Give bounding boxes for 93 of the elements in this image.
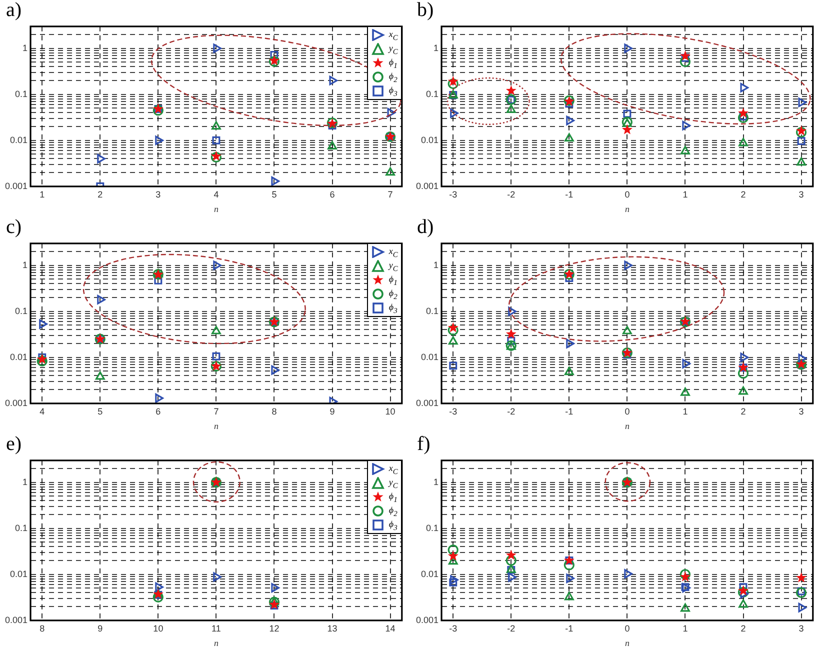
x-tick-label: 9: [330, 406, 335, 416]
y-tick-label: 1: [22, 42, 28, 53]
y-tick-label: 0.001: [416, 398, 439, 408]
x-tick-label: -3: [449, 189, 458, 200]
x-tick-label: -3: [449, 623, 458, 634]
x-tick-label: -1: [565, 189, 574, 200]
x-tick-label: 3: [156, 189, 161, 200]
x-tick-label: 5: [272, 189, 277, 200]
x-tick-label: 7: [214, 406, 219, 416]
y-tick-label: 0.001: [416, 180, 439, 191]
y-tick-label: 0.01: [10, 352, 28, 362]
y-tick-label: 1: [22, 476, 28, 487]
x-tick-label: 1: [40, 189, 45, 200]
y-tick-label: 1: [434, 476, 439, 487]
legend-label: y$_{C}$: [388, 42, 398, 56]
y-tick-label: 0.1: [15, 88, 28, 99]
x-tick-label: 2: [740, 406, 746, 416]
x-tick-label: 0: [624, 189, 630, 200]
y-tick-label: 0.001: [4, 180, 28, 191]
x-tick-label: 4: [40, 406, 45, 416]
y-tick-label: 0.01: [420, 134, 439, 145]
chart-title: a): [6, 0, 22, 21]
chart-title: f): [417, 433, 430, 455]
legend-label: y$_{C}$: [388, 260, 398, 273]
x-tick-label: 0: [624, 406, 630, 416]
x-tick-label: 5: [98, 406, 103, 416]
x-tick-label: 11: [212, 623, 221, 634]
legend-label: ϕ$_{2}$: [388, 504, 398, 518]
x-axis-title: n: [624, 204, 630, 214]
x-tick-label: 3: [798, 406, 804, 416]
x-tick-label: 1: [682, 406, 688, 416]
x-tick-label: 2: [740, 189, 746, 200]
legend-label: ϕ$_{1}$: [388, 274, 398, 287]
y-tick-label: 0.01: [10, 568, 28, 579]
x-tick-label: 9: [98, 623, 103, 634]
x-tick-label: -3: [449, 406, 458, 416]
x-tick-label: 6: [330, 189, 335, 200]
y-tick-label: 0.001: [4, 614, 28, 625]
x-tick-label: 6: [156, 406, 161, 416]
y-tick-label: 0.01: [420, 568, 439, 579]
y-tick-label: 0.001: [416, 614, 439, 625]
x-tick-label: 10: [153, 623, 164, 634]
x-tick-label: 3: [798, 623, 804, 634]
y-tick-label: 0.1: [426, 306, 439, 316]
x-tick-label: 0: [624, 623, 630, 634]
y-tick-label: 1: [22, 260, 28, 270]
y-tick-label: 0.001: [4, 398, 28, 408]
y-tick-label: 0.1: [15, 306, 28, 316]
chart-title: c): [6, 216, 22, 238]
x-tick-label: 2: [98, 189, 103, 200]
x-tick-label: -2: [507, 189, 516, 200]
legend-label: x$_{C}$: [388, 462, 398, 476]
legend-label: x$_{C}$: [388, 28, 398, 42]
x-axis-title: n: [214, 420, 219, 431]
x-tick-label: 8: [40, 623, 45, 634]
x-tick-label: 1: [682, 623, 688, 634]
x-axis-title: n: [624, 638, 630, 648]
x-tick-label: 13: [327, 623, 338, 634]
x-tick-label: 12: [269, 623, 280, 634]
legend-label: ϕ$_{1}$: [388, 490, 398, 504]
y-tick-label: 0.1: [15, 522, 28, 533]
legend-label: y$_{C}$: [388, 476, 398, 490]
x-tick-label: -1: [565, 406, 574, 416]
chart-title: e): [6, 433, 22, 455]
y-tick-label: 1: [434, 42, 439, 53]
y-tick-label: 1: [434, 260, 439, 270]
chart-title: d): [417, 216, 434, 238]
x-tick-label: 4: [214, 189, 219, 200]
legend-label: ϕ$_{3}$: [388, 302, 398, 315]
y-tick-label: 0.01: [420, 352, 439, 362]
x-axis-title: n: [214, 638, 219, 648]
y-tick-label: 0.1: [426, 88, 439, 99]
legend-label: ϕ$_{2}$: [388, 288, 398, 301]
x-tick-label: 8: [272, 406, 277, 416]
chart-title: b): [417, 0, 434, 21]
y-tick-label: 0.1: [426, 522, 439, 533]
x-tick-label: 14: [385, 623, 396, 634]
x-tick-label: 2: [740, 623, 746, 634]
legend-label: ϕ$_{3}$: [388, 518, 398, 532]
x-tick-label: 3: [798, 189, 804, 200]
x-tick-label: -2: [507, 406, 516, 416]
y-tick-label: 0.01: [10, 134, 28, 145]
x-tick-label: -2: [507, 623, 516, 634]
legend-label: ϕ$_{3}$: [388, 84, 398, 98]
x-axis-title: n: [624, 420, 630, 431]
legend-label: ϕ$_{1}$: [388, 56, 398, 70]
x-tick-label: 1: [682, 189, 688, 200]
x-axis-title: n: [214, 204, 219, 214]
x-tick-label: -1: [565, 623, 574, 634]
x-tick-label: 7: [388, 189, 393, 200]
legend-label: ϕ$_{2}$: [388, 70, 398, 84]
x-tick-label: 10: [385, 406, 396, 416]
legend-label: x$_{C}$: [388, 246, 398, 259]
